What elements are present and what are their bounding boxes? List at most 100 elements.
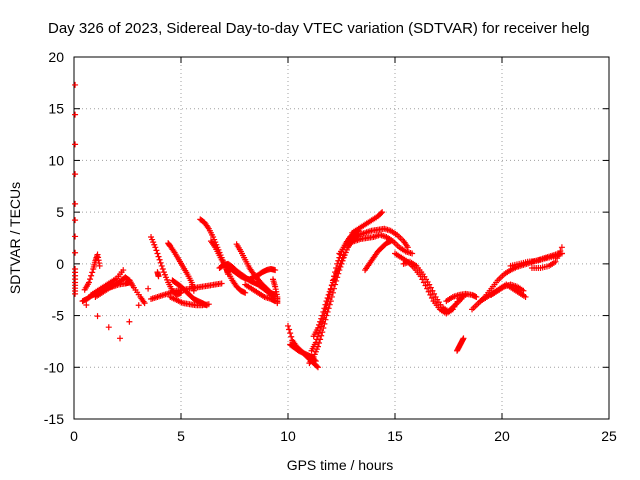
data-point <box>552 258 559 265</box>
data-point <box>88 272 95 279</box>
data-point <box>409 250 416 257</box>
data-point <box>555 251 562 258</box>
data-point <box>153 247 160 254</box>
data-point <box>96 262 103 269</box>
data-point <box>316 330 323 337</box>
data-point <box>322 301 329 308</box>
data-point <box>325 291 332 298</box>
data-point <box>126 318 133 325</box>
series-seg-ad <box>469 250 565 313</box>
data-point <box>554 255 561 262</box>
data-point <box>460 335 467 342</box>
data-point <box>72 217 79 224</box>
data-point <box>156 256 163 263</box>
data-point <box>72 81 79 88</box>
data-point <box>473 293 480 300</box>
data-point <box>105 324 112 331</box>
data-point <box>120 267 127 274</box>
series-seg-ah <box>528 244 565 271</box>
series-seg-r <box>287 341 319 365</box>
series-seg-i <box>165 240 197 294</box>
series-seg-d <box>88 267 127 298</box>
data-point <box>314 324 321 331</box>
data-point <box>326 288 333 295</box>
data-point <box>190 287 197 294</box>
axis-ticks: 0 5 10 15 20 25 -15 -10 -5 0 5 10 15 20 <box>44 49 617 444</box>
series-seg-aa <box>400 258 465 315</box>
data-point <box>558 244 565 251</box>
data-point <box>218 280 225 287</box>
data-point <box>72 290 79 297</box>
data-point <box>272 267 279 274</box>
data-point <box>379 209 386 216</box>
series-seg-x <box>349 209 386 236</box>
data-point <box>313 336 320 343</box>
data-point <box>72 171 79 178</box>
x-tick-label: 15 <box>387 428 403 444</box>
plot-frame <box>73 56 610 420</box>
series-seg-n <box>225 263 279 283</box>
data-point <box>431 290 438 297</box>
data-point <box>316 321 323 328</box>
data-point <box>318 315 325 322</box>
series-seg-ac <box>454 335 467 354</box>
data-point <box>313 363 320 370</box>
data-point <box>72 200 79 207</box>
data-point <box>72 249 79 256</box>
y-tick-label: 5 <box>56 204 64 220</box>
data-point <box>155 253 162 260</box>
series-seg-ab <box>443 290 480 305</box>
y-axis-label: SDTVAR / TECUs <box>7 182 23 294</box>
data-point <box>72 233 79 240</box>
y-tick-label: -15 <box>44 411 64 427</box>
series-seg-t <box>308 227 362 354</box>
data-point <box>378 210 385 217</box>
data-point <box>329 289 336 296</box>
grid <box>74 57 609 419</box>
series-seg-o <box>242 281 279 305</box>
data-point <box>319 312 326 319</box>
x-axis-label: GPS time / hours <box>287 457 394 473</box>
data-point <box>323 298 330 305</box>
series-seg-af <box>488 281 527 298</box>
data-point <box>285 322 291 329</box>
data-point <box>83 301 90 308</box>
data-point <box>135 302 142 309</box>
data-point <box>87 276 94 283</box>
data-point <box>288 333 295 340</box>
data-point <box>242 289 249 296</box>
data-point <box>89 269 96 276</box>
y-tick-label: 0 <box>56 256 64 272</box>
data-point <box>152 244 159 251</box>
data-point <box>327 285 334 292</box>
data-point <box>205 301 212 308</box>
series-seg-h <box>167 293 212 309</box>
data-point <box>422 282 429 289</box>
data-point <box>520 287 527 294</box>
data-point <box>340 252 347 259</box>
data-point <box>155 273 162 280</box>
x-tick-label: 5 <box>177 428 185 444</box>
data-point <box>154 250 161 257</box>
chart-title: Day 326 of 2023, Sidereal Day-to-day VTE… <box>48 20 590 37</box>
x-tick-label: 25 <box>601 428 617 444</box>
y-tick-label: 15 <box>48 101 64 117</box>
data-point <box>312 358 319 365</box>
data-point <box>159 266 166 273</box>
data-points <box>72 81 565 371</box>
series-seg-c <box>92 274 148 307</box>
data-point <box>424 285 431 292</box>
data-point <box>321 305 328 312</box>
data-point <box>94 313 101 320</box>
data-point <box>85 279 92 286</box>
y-tick-label: 20 <box>48 49 64 65</box>
data-point <box>286 326 293 333</box>
series-isolated-points <box>72 81 162 342</box>
data-point <box>557 247 564 254</box>
series-seg-b <box>81 251 103 293</box>
data-point <box>426 281 433 288</box>
series-seg-ag <box>507 250 565 269</box>
data-point <box>178 289 184 296</box>
series-seg-y <box>362 238 394 274</box>
data-point <box>287 330 294 337</box>
